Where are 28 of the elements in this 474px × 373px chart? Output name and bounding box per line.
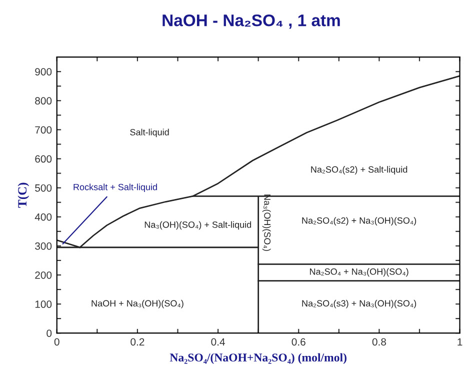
annotation: Na₂SO₄(s2) + Na₃(OH)(SO₄) [302,217,416,226]
x-axis-title: Na₂SO₄/(NaOH+Na₂SO₄) (mol/mol) [170,353,346,364]
annotation: Na₂SO₄(s2) + Salt-liquid [311,166,408,174]
y-tick-label: 100 [35,300,52,308]
annotation: Na₃(OH)(SO₄) + Salt-liquid [144,221,252,230]
y-tick-label: 800 [35,97,52,105]
annotation: NaOH + Na₃(OH)(SO₄) [92,300,184,308]
y-tick-label: 200 [35,271,52,279]
annotation: Na₂SO₄ + Na₃(OH)(SO₄) [310,268,408,277]
annotation: Na₂SO₄(s3) + Na₃(OH)(SO₄) [302,300,416,308]
y-tick-label: 300 [35,242,52,250]
y-tick-label: 600 [35,155,52,163]
x-tick-label: 0 [54,338,60,346]
y-tick-label: 700 [35,126,52,134]
y-tick-label: 500 [35,184,52,192]
y-tick-label: 900 [35,68,52,76]
x-tick-label: 1 [458,338,462,346]
x-tick-label: 0.8 [372,338,386,346]
x-tick-label: 0.2 [130,338,144,346]
annotation: Na₃(OH)(SO₄) [262,194,271,251]
y-axis-title: T(C) [18,182,30,208]
annotation: Salt-liquid [130,128,169,138]
x-tick-label: 0.6 [292,338,306,346]
y-tick-label: 0 [46,330,52,337]
y-tick-label: 400 [34,213,52,221]
chart-title: NaOH - Na₂SO₄ , 1 atm [162,14,340,29]
annotation: Rocksalt + Salt-liquid [74,184,157,192]
x-tick-label: 0.4 [211,338,225,346]
